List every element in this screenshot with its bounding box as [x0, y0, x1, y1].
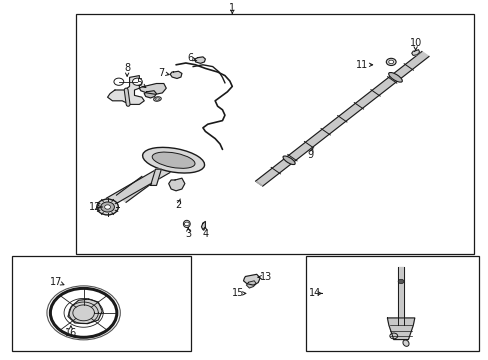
Text: 2: 2 — [175, 200, 181, 210]
Ellipse shape — [183, 220, 190, 228]
Text: 14: 14 — [308, 288, 321, 298]
Polygon shape — [116, 176, 151, 202]
Polygon shape — [411, 50, 419, 55]
Text: 7: 7 — [158, 68, 164, 78]
Text: 4: 4 — [202, 229, 208, 239]
Text: 17: 17 — [50, 276, 62, 287]
Text: 11: 11 — [355, 60, 367, 70]
Polygon shape — [386, 318, 414, 339]
Polygon shape — [168, 178, 184, 191]
Ellipse shape — [402, 340, 408, 346]
Circle shape — [397, 279, 403, 284]
Circle shape — [104, 205, 110, 209]
Polygon shape — [107, 76, 144, 104]
Polygon shape — [246, 281, 256, 288]
Text: 13: 13 — [260, 272, 272, 282]
Circle shape — [386, 58, 395, 66]
Polygon shape — [255, 51, 428, 186]
Circle shape — [114, 78, 123, 85]
Polygon shape — [68, 299, 102, 324]
Polygon shape — [243, 274, 260, 285]
Ellipse shape — [388, 72, 402, 82]
Ellipse shape — [283, 156, 295, 165]
Text: 15: 15 — [232, 288, 244, 298]
Polygon shape — [106, 166, 169, 205]
Text: 5: 5 — [136, 78, 142, 88]
Ellipse shape — [153, 97, 161, 101]
Circle shape — [132, 78, 142, 85]
Circle shape — [97, 199, 118, 215]
Ellipse shape — [155, 98, 159, 100]
Polygon shape — [144, 91, 156, 98]
Polygon shape — [256, 182, 262, 185]
Circle shape — [184, 222, 189, 226]
Polygon shape — [194, 57, 205, 63]
Ellipse shape — [142, 147, 204, 173]
Bar — [12, 256, 190, 351]
Text: 12: 12 — [89, 202, 102, 212]
Text: 9: 9 — [307, 150, 313, 160]
Circle shape — [388, 60, 393, 64]
Polygon shape — [170, 71, 182, 78]
Polygon shape — [139, 84, 166, 94]
Circle shape — [101, 202, 114, 212]
Text: 8: 8 — [124, 63, 130, 73]
Text: 1: 1 — [229, 3, 235, 13]
Polygon shape — [201, 221, 205, 230]
Polygon shape — [397, 267, 403, 325]
Polygon shape — [150, 169, 161, 185]
Text: 6: 6 — [187, 53, 193, 63]
Ellipse shape — [152, 152, 195, 168]
Text: 16: 16 — [64, 328, 77, 338]
Text: 3: 3 — [185, 229, 191, 239]
Text: 10: 10 — [408, 38, 421, 48]
Bar — [76, 14, 473, 254]
Bar — [305, 256, 478, 351]
